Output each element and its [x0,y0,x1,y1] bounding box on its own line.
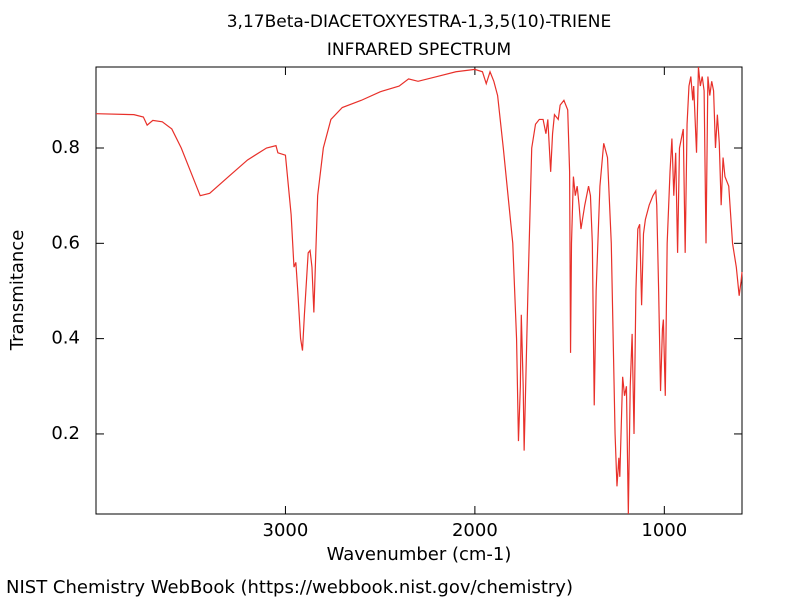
x-axis-label: Wavenumber (cm-1) [327,544,512,565]
spectrum-line [95,66,743,515]
x-tick-label: 3000 [263,520,309,541]
y-tick-label: 0.2 [51,423,80,444]
y-tick-label: 0.4 [51,328,80,349]
x-tick-label: 2000 [452,520,498,541]
y-tick-label: 0.8 [51,137,80,158]
plot-frame [95,66,743,515]
chart-title: 3,17Beta-DIACETOXYESTRA-1,3,5(10)-TRIENE [227,12,612,32]
source-note: NIST Chemistry WebBook (https://webbook.… [6,577,573,598]
x-tick-label: 1000 [641,520,687,541]
y-tick-label: 0.6 [51,232,80,253]
chart-subtitle: INFRARED SPECTRUM [327,40,511,60]
y-axis-label: Transmitance [7,230,28,352]
